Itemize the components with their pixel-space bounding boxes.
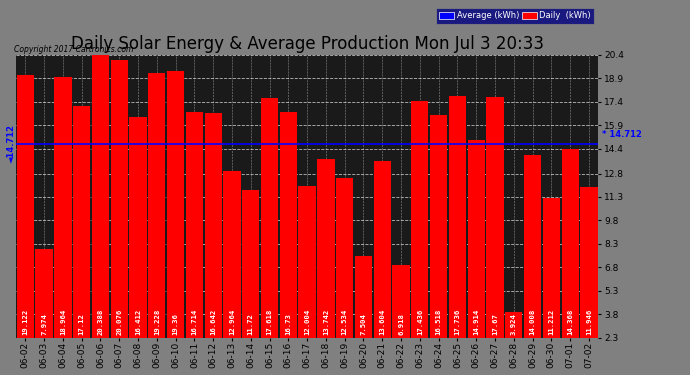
Bar	[35, 249, 52, 338]
Bar	[580, 187, 598, 338]
Text: 16.642: 16.642	[210, 309, 216, 335]
Bar	[355, 256, 372, 338]
Bar	[448, 96, 466, 338]
Bar	[543, 198, 560, 338]
Bar	[411, 101, 428, 338]
Bar	[148, 73, 166, 338]
Text: 6.918: 6.918	[398, 314, 404, 335]
Text: 12.004: 12.004	[304, 309, 310, 335]
Bar	[242, 190, 259, 338]
Bar	[17, 75, 34, 338]
Title: Daily Solar Energy & Average Production Mon Jul 3 20:33: Daily Solar Energy & Average Production …	[70, 35, 544, 53]
Bar	[317, 159, 335, 338]
Text: ◄14.712: ◄14.712	[7, 124, 16, 163]
Text: 17.67: 17.67	[492, 314, 498, 335]
Bar	[468, 141, 485, 338]
Bar	[279, 112, 297, 338]
Bar	[393, 266, 410, 338]
Text: 16.518: 16.518	[435, 309, 442, 335]
Text: 12.534: 12.534	[342, 309, 348, 335]
Bar	[224, 171, 241, 338]
Text: 16.73: 16.73	[286, 314, 291, 335]
Bar	[562, 149, 579, 338]
Bar	[110, 60, 128, 338]
Bar	[261, 98, 278, 338]
Bar	[55, 77, 72, 338]
Text: 13.604: 13.604	[380, 309, 385, 335]
Bar	[486, 98, 504, 338]
Bar	[505, 312, 522, 338]
Text: 17.12: 17.12	[79, 314, 85, 335]
Bar	[336, 178, 353, 338]
Bar	[167, 71, 184, 338]
Bar	[299, 186, 316, 338]
Text: 17.736: 17.736	[455, 309, 460, 335]
Bar	[73, 106, 90, 338]
Bar	[186, 112, 203, 338]
Text: 11.72: 11.72	[248, 314, 254, 335]
Text: 12.964: 12.964	[229, 309, 235, 335]
Text: 20.076: 20.076	[117, 309, 122, 335]
Text: 3.924: 3.924	[511, 314, 517, 335]
Bar	[92, 55, 109, 338]
Bar	[204, 114, 222, 338]
Text: 16.714: 16.714	[191, 309, 197, 335]
Text: 19.36: 19.36	[172, 314, 179, 335]
Text: 11.946: 11.946	[586, 309, 592, 335]
Text: 14.914: 14.914	[473, 309, 480, 335]
Text: 20.388: 20.388	[97, 309, 104, 335]
Bar	[374, 161, 391, 338]
Text: Copyright 2017 Cartronics.com: Copyright 2017 Cartronics.com	[14, 45, 133, 54]
Legend: Average (kWh), Daily  (kWh): Average (kWh), Daily (kWh)	[436, 8, 594, 24]
Bar	[130, 117, 147, 338]
Bar	[524, 154, 541, 338]
Text: * 14.712: * 14.712	[602, 130, 642, 139]
Text: 19.228: 19.228	[154, 309, 160, 335]
Text: 11.212: 11.212	[549, 309, 554, 335]
Text: 14.368: 14.368	[567, 309, 573, 335]
Text: 13.742: 13.742	[323, 309, 329, 335]
Text: 7.974: 7.974	[41, 314, 47, 335]
Text: 17.618: 17.618	[266, 309, 273, 335]
Text: 19.122: 19.122	[22, 309, 28, 335]
Text: 18.964: 18.964	[60, 309, 66, 335]
Text: 7.504: 7.504	[360, 314, 366, 335]
Bar	[430, 116, 447, 338]
Text: 16.412: 16.412	[135, 309, 141, 335]
Text: 17.436: 17.436	[417, 309, 423, 335]
Text: 14.008: 14.008	[530, 309, 535, 335]
